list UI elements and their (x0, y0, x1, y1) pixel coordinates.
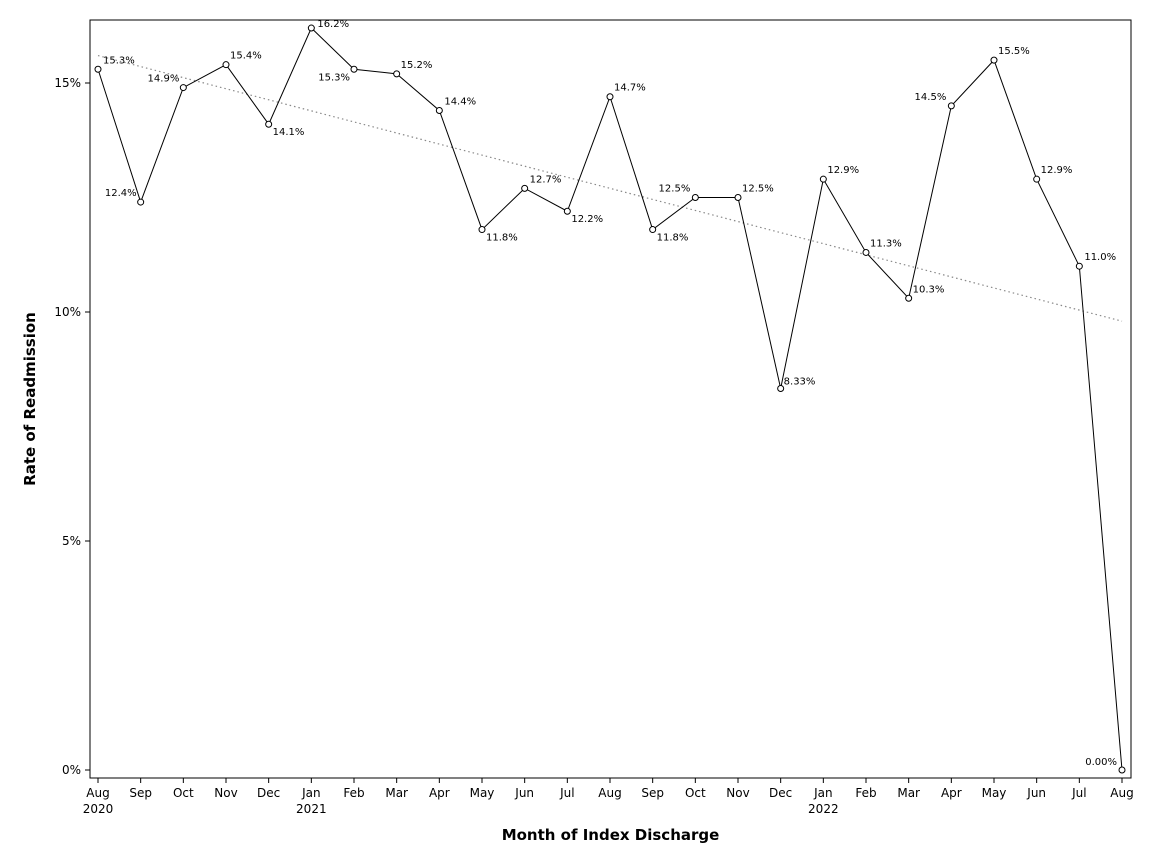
x-tick-label: Jul (559, 786, 574, 800)
x-tick-label: Jun (514, 786, 534, 800)
series-line (97, 27, 1123, 771)
data-point (1033, 175, 1041, 183)
data-label: 14.5% (915, 92, 947, 103)
data-label: 14.4% (444, 96, 476, 107)
data-label: 14.7% (614, 83, 646, 94)
data-point (947, 102, 955, 110)
data-point (265, 120, 273, 128)
x-tick-label: May (470, 786, 495, 800)
data-point (734, 194, 742, 201)
data-label: 15.3% (318, 72, 350, 83)
x-tick-label: Jun (1026, 786, 1046, 800)
data-point (1075, 262, 1083, 270)
x-tick-year-label: 2022 (808, 802, 839, 816)
data-point (563, 207, 571, 215)
x-tick-label: Feb (855, 786, 876, 800)
y-axis-title: Rate of Readmission (21, 312, 39, 486)
data-label: 11.3% (870, 238, 902, 249)
x-tick-label: Sep (129, 786, 152, 800)
x-tick-label: Nov (214, 786, 237, 800)
x-tick-label: Apr (429, 786, 450, 800)
x-tick-label: Apr (941, 786, 962, 800)
x-tick-label: Sep (641, 786, 664, 800)
data-label: 12.7% (530, 174, 562, 185)
x-tick-label: Mar (385, 786, 408, 800)
data-point (350, 65, 358, 73)
y-tick-label: 0% (62, 763, 81, 777)
data-point (862, 248, 870, 256)
data-labels-group: 15.3% 12.4% 14.9% 15.4% 14.1% 16.2% 15.3% 15.2%… (103, 19, 1117, 768)
data-label: 15.2% (401, 60, 433, 71)
x-tick-label: May (982, 786, 1007, 800)
x-tick-label: Oct (685, 786, 706, 800)
data-label: 15.4% (230, 51, 262, 62)
data-point (222, 61, 230, 69)
data-label: 14.9% (148, 74, 180, 85)
data-point (393, 70, 401, 78)
y-tick-label: 10% (54, 305, 81, 319)
data-point (435, 106, 443, 114)
data-label: 0.00% (1085, 757, 1117, 768)
data-label: 11.8% (657, 233, 689, 244)
data-point (990, 56, 998, 64)
data-point (307, 24, 315, 32)
plot-frame (89, 19, 1132, 779)
y-tick-label: 5% (62, 534, 81, 548)
x-tick-label: Nov (726, 786, 749, 800)
data-label: 12.5% (742, 184, 774, 195)
data-label: 12.2% (571, 214, 603, 225)
data-label: 11.0% (1084, 252, 1116, 263)
x-axis: Aug 2020 Sep Oct Nov Dec Jan 2021 Feb Mar Apr May Ju… (83, 778, 1134, 816)
data-label: 16.2% (317, 19, 349, 30)
x-tick-label: Aug (598, 786, 621, 800)
data-point (478, 226, 486, 234)
data-label: 15.3% (103, 55, 135, 66)
data-label: 15.5% (998, 46, 1030, 57)
x-tick-label: Mar (897, 786, 920, 800)
data-label: 12.4% (105, 188, 137, 199)
x-tick-label: Aug (86, 786, 109, 800)
x-tick-label: Dec (257, 786, 280, 800)
data-label: 12.9% (827, 165, 859, 176)
y-axis: 0% 5% 10% 15% (54, 76, 90, 777)
data-label: 12.9% (1041, 165, 1073, 176)
trend-line-group (97, 54, 1123, 322)
data-point (905, 294, 913, 302)
data-point (606, 93, 614, 101)
x-tick-label: Jul (1071, 786, 1086, 800)
data-point (1118, 766, 1126, 774)
x-tick-year-label: 2020 (83, 802, 114, 816)
data-label: 8.33% (784, 376, 816, 387)
data-point (819, 175, 827, 183)
data-point (521, 184, 529, 192)
x-tick-label: Dec (769, 786, 792, 800)
data-point (179, 84, 187, 92)
series-group (94, 24, 1126, 774)
trend-line (97, 54, 1123, 322)
x-tick-label: Oct (173, 786, 194, 800)
x-tick-label: Jan (301, 786, 321, 800)
data-point (649, 226, 657, 234)
data-point (94, 65, 102, 73)
data-label: 10.3% (913, 284, 945, 295)
data-label: 11.8% (486, 233, 518, 244)
x-axis-title: Month of Index Discharge (502, 826, 720, 844)
data-label: 14.1% (273, 127, 305, 138)
x-tick-year-label: 2021 (296, 802, 327, 816)
x-tick-label: Jan (813, 786, 833, 800)
data-point (691, 194, 699, 201)
data-label: 12.5% (659, 184, 691, 195)
x-tick-label: Feb (343, 786, 364, 800)
data-point (777, 384, 785, 392)
data-point (137, 198, 145, 206)
x-tick-label: Aug (1110, 786, 1133, 800)
y-tick-label: 15% (54, 76, 81, 90)
